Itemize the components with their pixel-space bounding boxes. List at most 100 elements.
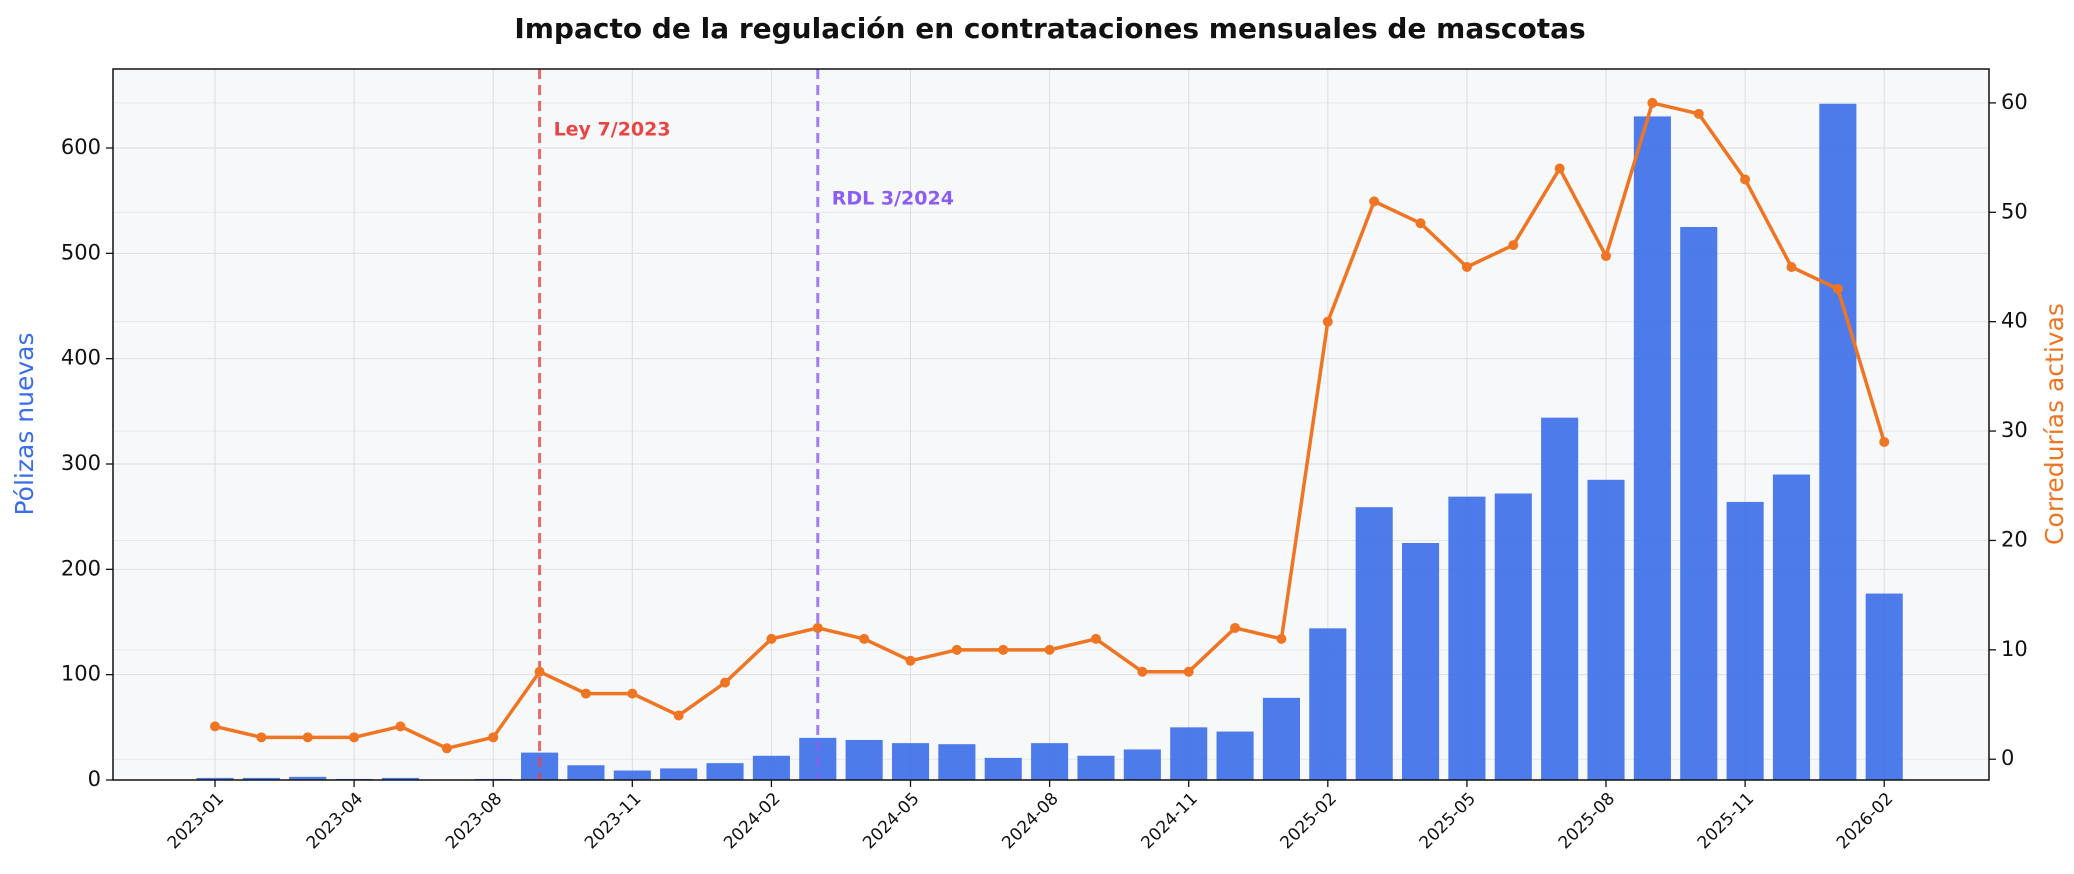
y2-tick-label: 50 xyxy=(2001,199,2028,223)
bar xyxy=(1726,501,1764,780)
x-tick-label: 2024-02 xyxy=(720,789,784,853)
line-point xyxy=(1647,97,1658,108)
y2-tick-label: 30 xyxy=(2001,418,2028,442)
line-point xyxy=(395,721,406,732)
bar xyxy=(660,768,698,780)
y2-tick-label: 10 xyxy=(2001,637,2028,661)
x-tick-label: 2025-02 xyxy=(1277,789,1341,853)
bar xyxy=(1309,628,1347,780)
line-point xyxy=(1832,283,1843,294)
line-point xyxy=(1090,633,1101,644)
line-point xyxy=(1276,633,1287,644)
line-point xyxy=(951,644,962,655)
line-point xyxy=(1415,218,1426,229)
line-point xyxy=(1879,437,1890,448)
x-tick-label: 2024-11 xyxy=(1137,789,1201,853)
x-tick-label: 2026-02 xyxy=(1833,789,1897,853)
y-axis-label: Pólizas nuevas xyxy=(10,333,39,516)
bar xyxy=(242,777,280,780)
x-tick-label: 2023-04 xyxy=(303,789,367,853)
bar xyxy=(891,743,930,780)
bar xyxy=(1819,103,1857,780)
bar xyxy=(1541,417,1579,780)
line-point xyxy=(627,688,638,699)
line-point xyxy=(998,644,1009,655)
bar xyxy=(1772,474,1811,780)
bar xyxy=(381,777,420,780)
bar xyxy=(1216,731,1254,780)
line-point xyxy=(859,633,870,644)
y-tick-label: 500 xyxy=(61,240,101,264)
line-point xyxy=(441,743,452,754)
plot-background xyxy=(113,69,1989,780)
line-point xyxy=(580,688,591,699)
bar xyxy=(196,777,234,780)
y2-tick-label: 20 xyxy=(2001,527,2028,551)
y2-tick-label: 40 xyxy=(2001,309,2028,333)
bar xyxy=(1170,727,1208,780)
x-tick-label: 2023-11 xyxy=(581,789,645,853)
bar xyxy=(1123,749,1161,780)
chart-title: Impacto de la regulación en contratacion… xyxy=(514,12,1585,45)
x-tick-label: 2024-05 xyxy=(859,789,923,853)
line-point xyxy=(1740,174,1751,185)
line-point xyxy=(210,721,221,732)
bar xyxy=(1865,593,1903,780)
line-point xyxy=(349,732,360,743)
bar xyxy=(845,739,883,780)
bar xyxy=(1680,227,1718,780)
bar xyxy=(938,744,976,780)
bar xyxy=(1448,496,1486,780)
bar xyxy=(289,776,327,780)
line-point xyxy=(256,732,267,743)
line-point xyxy=(766,633,777,644)
bar xyxy=(567,765,605,780)
line-point xyxy=(1601,251,1612,262)
annotation-label: Ley 7/2023 xyxy=(554,119,671,141)
bar xyxy=(706,763,744,780)
bar xyxy=(984,757,1022,780)
x-tick-label: 2023-08 xyxy=(442,789,506,853)
bar xyxy=(752,755,790,780)
y-tick-label: 100 xyxy=(61,662,101,686)
line-point xyxy=(905,655,916,666)
bar xyxy=(1262,697,1300,780)
bar xyxy=(1355,507,1393,780)
bar xyxy=(1587,479,1625,780)
line-point xyxy=(534,666,545,677)
bar xyxy=(1077,755,1115,780)
line-point xyxy=(302,732,313,743)
y-tick-label: 200 xyxy=(61,556,101,580)
bar xyxy=(1494,493,1532,780)
line-point xyxy=(488,732,499,743)
x-tick-label: 2025-08 xyxy=(1555,789,1619,853)
line-point xyxy=(1554,163,1565,174)
line-point xyxy=(1786,261,1797,272)
x-tick-label: 2024-08 xyxy=(998,789,1062,853)
x-tick-label: 2025-11 xyxy=(1694,789,1758,853)
line-point xyxy=(1693,108,1704,119)
line-point xyxy=(1322,316,1333,327)
y2-tick-label: 0 xyxy=(2001,746,2014,770)
line-point xyxy=(1044,644,1055,655)
bar xyxy=(1401,543,1440,780)
y-tick-label: 600 xyxy=(61,135,101,159)
line-point xyxy=(1230,622,1241,633)
y-tick-label: 400 xyxy=(61,346,101,370)
bar xyxy=(1633,116,1671,780)
y2-axis-label: Corredurías activas xyxy=(2040,303,2069,545)
x-tick-label: 2023-01 xyxy=(164,789,228,853)
y2-tick-label: 60 xyxy=(2001,90,2028,114)
plot-frame xyxy=(112,68,1990,781)
line-point xyxy=(1369,196,1380,207)
line-point xyxy=(673,710,684,721)
line-point xyxy=(1183,666,1194,677)
line-point xyxy=(1461,261,1472,272)
line-point xyxy=(1508,240,1519,251)
x-tick-label: 2025-05 xyxy=(1416,789,1480,853)
annotation-label: RDL 3/2024 xyxy=(832,188,954,210)
bar xyxy=(1031,743,1069,780)
line-point xyxy=(812,622,823,633)
line-point xyxy=(1137,666,1148,677)
